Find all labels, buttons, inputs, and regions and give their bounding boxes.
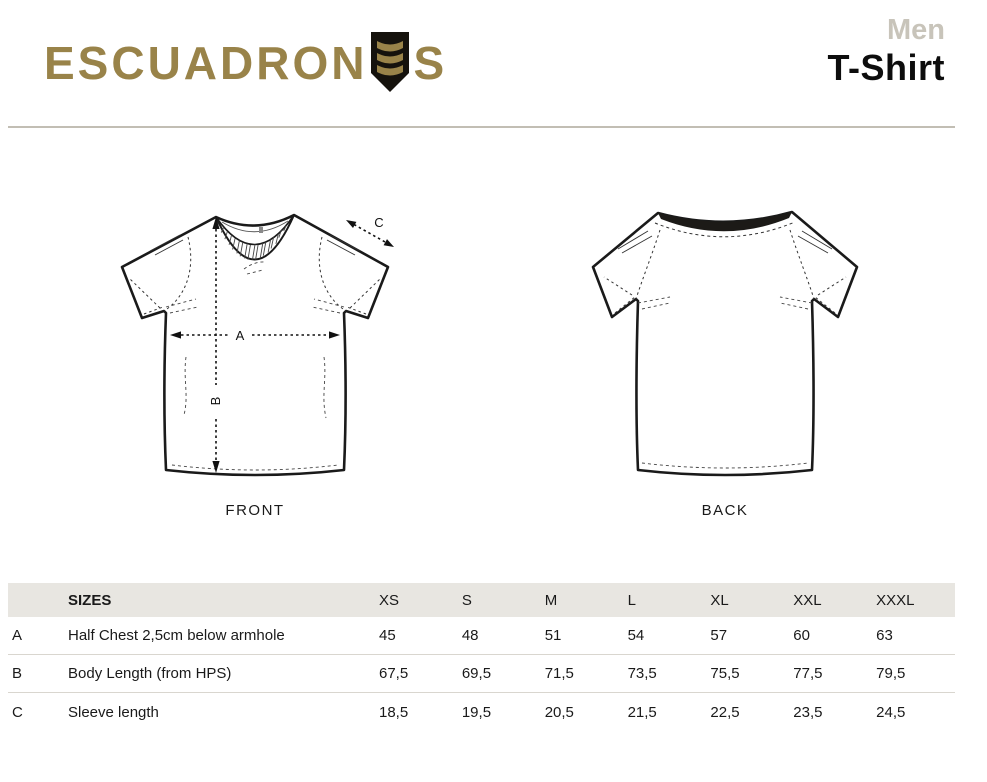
size-table: SIZES XS S M L XL XXL XXXL A Half Chest … <box>8 583 955 731</box>
table-cell: 67,5 <box>379 665 409 682</box>
front-tshirt-diagram: A B C <box>120 213 394 477</box>
measure-label-c: C <box>374 215 383 230</box>
table-cell: 45 <box>379 627 396 644</box>
size-col-header-s: S <box>461 591 472 609</box>
back-tshirt-diagram <box>591 210 859 477</box>
size-col-header-xl: XL <box>710 591 729 609</box>
table-cell: 79,5 <box>876 665 906 682</box>
table-row: A Half Chest 2,5cm below armhole 45 48 5… <box>8 617 955 655</box>
table-cell: 77,5 <box>793 665 823 682</box>
row-label: Half Chest 2,5cm below armhole <box>68 627 285 644</box>
table-cell: 54 <box>627 627 645 644</box>
size-col-header-xs: XS <box>379 591 400 609</box>
size-col-header-m: M <box>544 591 558 609</box>
brand-name-end: S <box>413 37 448 89</box>
table-cell: 71,5 <box>544 665 574 682</box>
header-divider <box>8 126 955 128</box>
row-label: Sleeve length <box>68 703 159 721</box>
measure-arrow-b <box>212 217 220 473</box>
row-letter: C <box>12 703 23 721</box>
table-cell: 24,5 <box>876 703 906 721</box>
row-letter: A <box>12 627 23 644</box>
size-col-header-xxl: XXL <box>793 591 822 609</box>
measure-label-a: A <box>236 328 245 343</box>
collar-rib-hatching <box>220 225 287 260</box>
table-cell: 23,5 <box>793 703 823 721</box>
table-cell: 18,5 <box>379 703 409 721</box>
row-letter: B <box>12 665 23 682</box>
measure-arrow-c <box>346 220 394 247</box>
rank-shield-icon <box>371 32 410 92</box>
measure-label-b: B <box>208 397 223 406</box>
product-title: T-Shirt <box>827 47 945 88</box>
category-label: Men <box>887 14 945 46</box>
table-cell: 19,5 <box>461 703 492 721</box>
table-cell: 21,5 <box>627 703 657 721</box>
table-cell: 20,5 <box>544 703 574 721</box>
table-cell: 69,5 <box>461 665 492 682</box>
table-cell: 48 <box>461 627 479 644</box>
table-cell: 60 <box>793 627 810 644</box>
sizes-header: SIZES <box>68 591 112 609</box>
measure-arrow-a <box>170 331 340 339</box>
brand-logo: ESCUADRON S <box>44 32 447 94</box>
size-col-header-l: L <box>627 591 636 609</box>
row-label: Body Length (from HPS) <box>68 665 232 682</box>
table-cell: 57 <box>710 627 728 644</box>
table-cell: 22,5 <box>710 703 740 721</box>
size-col-header-xxxl: XXXL <box>876 591 915 609</box>
table-cell: 63 <box>876 627 893 644</box>
front-shirt-outline <box>120 213 390 477</box>
page-header: Men T-Shirt <box>828 12 946 88</box>
back-shirt-outline <box>591 210 859 477</box>
size-table-header: SIZES XS S M L XL XXL XXXL <box>8 583 955 617</box>
table-cell: 73,5 <box>627 665 657 682</box>
front-label: FRONT <box>225 502 285 519</box>
table-cell: 51 <box>544 627 562 644</box>
table-row: C Sleeve length 18,5 19,5 20,5 21,5 22,5… <box>8 693 955 731</box>
brand-name-start: ESCUADRON <box>44 37 368 89</box>
back-collar <box>658 212 792 232</box>
back-label: BACK <box>701 502 749 519</box>
table-row: B Body Length (from HPS) 67,5 69,5 71,5 … <box>8 655 955 693</box>
table-cell: 75,5 <box>710 665 740 682</box>
